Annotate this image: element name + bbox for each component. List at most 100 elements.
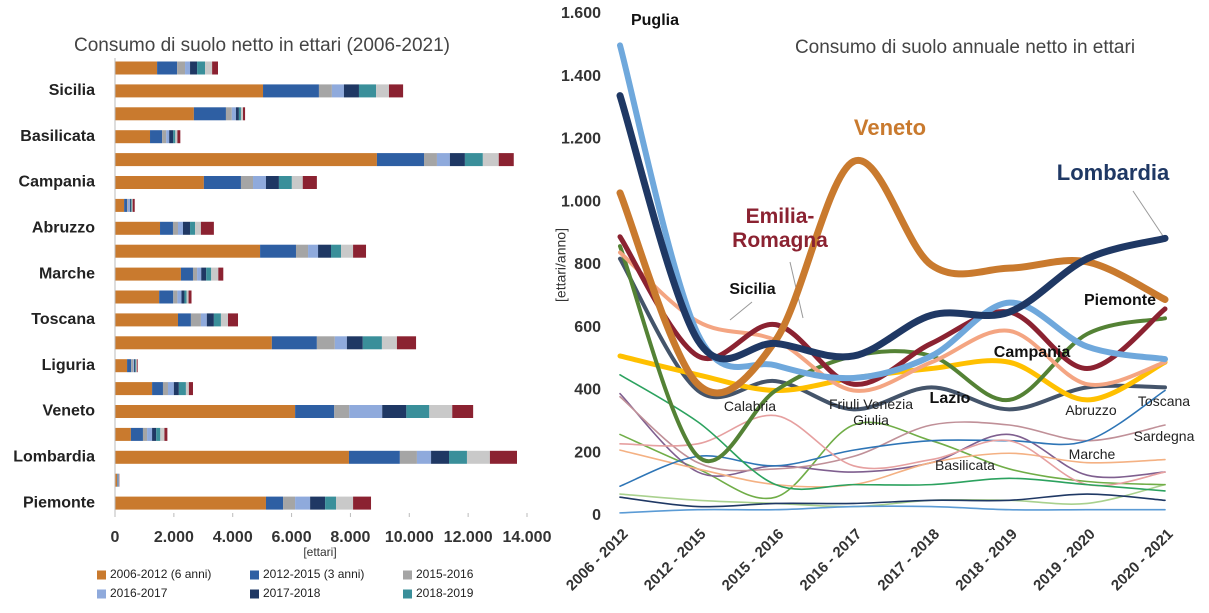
axis-label: [ettari/anno] xyxy=(553,228,569,302)
bar-segment xyxy=(160,427,165,441)
y-tick-label: Abruzzo xyxy=(32,220,95,237)
bar-segment xyxy=(205,61,213,75)
bar-segment xyxy=(341,244,354,258)
y-tick-label: Marche xyxy=(39,265,95,282)
bar-segment xyxy=(177,61,186,75)
bar-segment xyxy=(302,176,317,189)
bar-segment xyxy=(185,61,191,75)
legend-swatch xyxy=(250,570,259,580)
bar-segment xyxy=(193,107,226,121)
y-tick-label: 1.000 xyxy=(561,193,601,210)
series-label: Sicilia xyxy=(729,281,776,298)
bar-segment xyxy=(243,107,246,121)
bar-segment xyxy=(115,290,160,304)
bar-segment xyxy=(115,61,158,75)
bar-segment xyxy=(169,130,174,144)
bar-segment xyxy=(346,336,363,350)
bar-segment xyxy=(173,290,178,304)
bar-segment xyxy=(162,130,167,144)
legend-label: 2017-2018 xyxy=(263,586,321,600)
bar-segment xyxy=(358,84,377,98)
bar-segment xyxy=(115,130,151,144)
bar-segment xyxy=(238,107,241,121)
axis-label: [ettari] xyxy=(303,545,336,559)
bar-segment xyxy=(190,313,201,327)
bar-segment xyxy=(115,496,266,510)
bar-segment xyxy=(115,336,272,350)
bar-segment xyxy=(115,427,131,441)
bar-segment xyxy=(115,405,296,418)
series-label: Toscana xyxy=(1137,393,1191,409)
bar-segment xyxy=(213,313,221,327)
bar-segment xyxy=(353,244,367,258)
bar-segment xyxy=(147,427,153,441)
bar-segment xyxy=(498,153,514,167)
line-series xyxy=(617,353,1168,403)
series-label: Veneto xyxy=(853,115,927,140)
bar-segment xyxy=(253,176,266,189)
bar-segment xyxy=(482,153,499,167)
bar-segment xyxy=(331,244,342,258)
line-series xyxy=(619,505,1166,514)
line-series xyxy=(619,374,1166,492)
series-label: Sardegna xyxy=(1133,428,1195,444)
y-tick-label: 1.400 xyxy=(561,68,601,85)
y-tick-label: Veneto xyxy=(43,403,96,420)
legend-swatch xyxy=(97,570,106,580)
bar-segment xyxy=(231,107,236,121)
bar-segment xyxy=(192,267,198,281)
y-tick-label: Liguria xyxy=(42,357,95,374)
bar-segment xyxy=(132,198,135,212)
bar-segment xyxy=(184,290,187,304)
bar-segment xyxy=(203,176,241,189)
x-tick-label: 2020 - 2021 xyxy=(1108,526,1177,595)
bar-segment xyxy=(331,84,344,98)
leader-line xyxy=(1132,190,1164,237)
bar-segment xyxy=(308,244,319,258)
bar-segment xyxy=(295,244,309,258)
line-series xyxy=(617,42,1168,382)
bar-segment xyxy=(265,176,279,189)
series-label: Campania xyxy=(993,344,1071,361)
bar-segment xyxy=(182,221,191,235)
bar-segment xyxy=(172,221,178,235)
bar-segment xyxy=(177,130,181,144)
series-label: Lazio xyxy=(929,390,971,407)
leader-line xyxy=(729,301,753,321)
bar-segment xyxy=(115,473,118,487)
bar-segment xyxy=(135,359,136,373)
bar-segment xyxy=(353,496,372,510)
bar-segment xyxy=(115,107,194,121)
bar-segment xyxy=(334,405,350,418)
bar-segment xyxy=(185,382,189,396)
bar-segment xyxy=(376,153,424,167)
bar-segment xyxy=(117,473,118,487)
bar-segment xyxy=(325,496,337,510)
bar-segment xyxy=(334,336,347,350)
bar-segment xyxy=(431,450,450,464)
bar-segment xyxy=(382,405,407,418)
bar-segment xyxy=(190,221,196,235)
line-series xyxy=(619,414,1166,487)
bar-segment xyxy=(135,359,137,373)
series-label: Basilicata xyxy=(935,457,995,473)
series-label: Puglia xyxy=(630,12,679,29)
x-tick-label: 10.000 xyxy=(385,529,434,546)
bar-segment xyxy=(343,84,359,98)
y-tick-label: Basilicata xyxy=(20,128,95,145)
bar-segment xyxy=(211,267,219,281)
y-tick-label: Lombardia xyxy=(13,449,95,466)
legend-swatch xyxy=(403,589,412,599)
series-label: Emilia-Romagna xyxy=(732,205,828,253)
bar-segment xyxy=(218,267,224,281)
bar-segment xyxy=(115,359,128,373)
bar-segment xyxy=(291,176,303,189)
bar-segment xyxy=(152,427,157,441)
y-tick-label: 1.200 xyxy=(561,131,601,148)
bar-segment xyxy=(429,405,453,418)
bar-segment xyxy=(127,198,128,212)
line-series xyxy=(616,92,1169,363)
x-tick-label: 2019 - 2020 xyxy=(1030,526,1099,595)
bar-segment xyxy=(228,313,239,327)
